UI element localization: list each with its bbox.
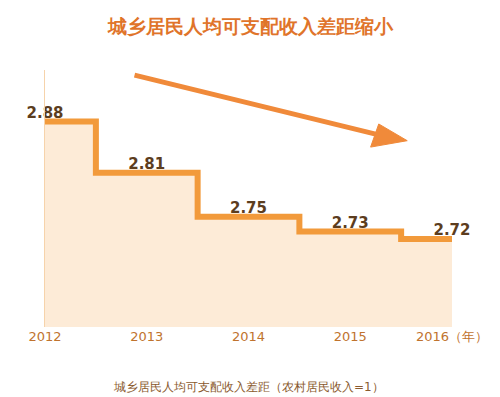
svg-text:2016（年）: 2016（年） [416, 329, 488, 344]
svg-text:2.88: 2.88 [26, 104, 63, 122]
svg-text:城乡居民人均可支配收入差距缩小: 城乡居民人均可支配收入差距缩小 [107, 15, 394, 37]
svg-text:2014: 2014 [232, 329, 265, 344]
svg-text:2.73: 2.73 [332, 214, 369, 232]
svg-text:2.75: 2.75 [230, 199, 267, 217]
svg-text:2012: 2012 [28, 329, 61, 344]
svg-text:2015: 2015 [334, 329, 367, 344]
svg-text:城乡居民人均可支配收入差距（农村居民收入=1）: 城乡居民人均可支配收入差距（农村居民收入=1） [113, 380, 384, 394]
svg-text:2013: 2013 [130, 329, 163, 344]
svg-text:2.81: 2.81 [128, 155, 165, 173]
svg-text:2.72: 2.72 [433, 221, 470, 239]
